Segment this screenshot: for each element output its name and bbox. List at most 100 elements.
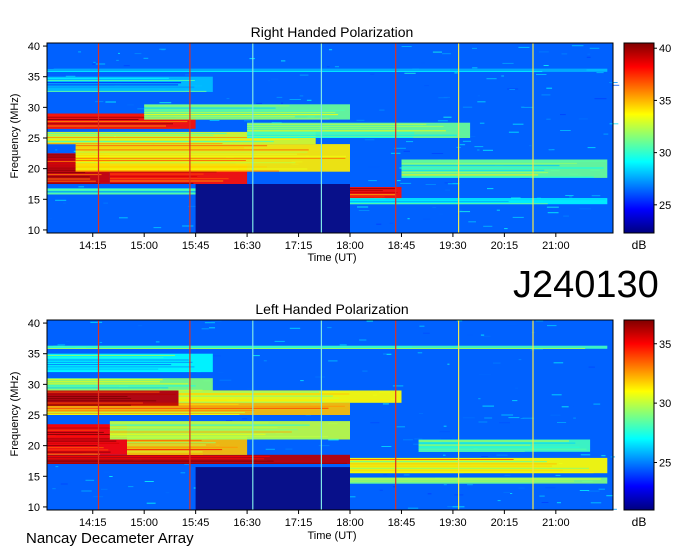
noise-speckle — [587, 147, 596, 149]
noise-speckle — [438, 97, 448, 99]
band-striation — [350, 478, 601, 480]
noise-speckle — [315, 376, 326, 378]
noise-speckle — [204, 322, 215, 324]
emission-band — [47, 76, 213, 92]
band-striation — [75, 149, 309, 151]
noise-speckle — [581, 505, 592, 507]
band-striation — [401, 167, 604, 169]
noise-speckle — [418, 413, 424, 414]
noise-speckle — [413, 443, 422, 445]
noise-speckle — [400, 182, 412, 184]
x-tick-label: 15:00 — [130, 240, 158, 252]
noise-speckle — [512, 216, 524, 218]
band-striation — [109, 431, 292, 433]
band-striation — [47, 354, 176, 356]
emission-band — [401, 159, 608, 178]
noise-speckle — [547, 212, 559, 214]
band-striation — [109, 426, 278, 428]
band-striation — [401, 169, 545, 171]
x-tick-label: 20:15 — [491, 240, 519, 252]
band-striation — [47, 346, 413, 348]
noise-speckle — [417, 352, 423, 354]
emission-band — [109, 421, 351, 440]
noise-speckle — [55, 466, 59, 468]
noise-speckle — [512, 400, 518, 402]
band-striation — [247, 134, 457, 136]
band-striation — [47, 182, 101, 184]
noise-speckle — [289, 99, 301, 100]
y-tick-label: 25 — [28, 410, 40, 422]
band-striation — [47, 167, 98, 169]
noise-speckle — [456, 213, 460, 215]
x-tick-label: 14:15 — [79, 240, 107, 252]
noise-speckle — [404, 72, 416, 74]
band-striation — [47, 114, 158, 116]
band-striation — [247, 132, 415, 134]
noise-speckle — [134, 53, 142, 55]
band-striation — [178, 395, 333, 397]
x-tick-label: 20:15 — [491, 517, 519, 529]
noise-speckle — [373, 417, 384, 418]
noise-speckle — [370, 422, 380, 424]
spectrogram-area — [47, 320, 617, 510]
noise-speckle — [588, 366, 595, 368]
colorbar-tick-label: 40 — [659, 43, 671, 55]
band-striation — [47, 387, 169, 389]
x-tick-label: 15:45 — [182, 240, 210, 252]
noise-speckle — [560, 130, 571, 131]
band-striation — [47, 368, 159, 370]
colorbar-tick-label: 35 — [659, 95, 671, 107]
noise-speckle — [484, 417, 493, 419]
x-tick-label: 16:30 — [233, 517, 261, 529]
band-striation — [47, 370, 196, 372]
noise-speckle — [541, 502, 549, 503]
noise-speckle — [276, 96, 283, 98]
band-striation — [127, 453, 204, 455]
band-striation — [109, 422, 269, 424]
noise-speckle — [78, 51, 82, 53]
colorbar-tick-label: 30 — [659, 398, 671, 410]
noise-speckle — [362, 370, 368, 372]
noise-speckle — [546, 118, 551, 120]
noise-speckle — [357, 206, 369, 208]
x-tick-label: 21:00 — [542, 240, 570, 252]
noise-speckle — [571, 45, 584, 47]
noise-speckle — [180, 472, 186, 474]
colorbar-unit-label: dB — [632, 238, 647, 252]
band-striation — [350, 190, 383, 192]
right-polarization-panel: Right Handed Polarization Frequency (MHz… — [9, 24, 671, 264]
noise-speckle — [565, 195, 574, 196]
band-striation — [47, 431, 104, 433]
noise-speckle — [598, 488, 605, 490]
noise-speckle — [244, 120, 251, 122]
band-striation — [47, 438, 116, 440]
noise-speckle — [502, 62, 514, 64]
y-tick-label: 35 — [28, 72, 40, 84]
noise-speckle — [137, 108, 147, 110]
emission-band — [144, 104, 350, 120]
band-striation — [350, 461, 547, 463]
blanked-region — [195, 467, 350, 510]
x-tick-label: 15:45 — [182, 517, 210, 529]
noise-speckle — [479, 122, 485, 124]
noise-speckle — [57, 344, 66, 346]
noise-speckle — [393, 486, 397, 488]
noise-speckle — [481, 456, 489, 457]
noise-speckle — [225, 420, 233, 422]
noise-speckle — [397, 180, 401, 182]
noise-speckle — [613, 508, 617, 510]
band-striation — [127, 439, 202, 441]
noise-speckle — [541, 94, 551, 96]
noise-speckle — [447, 183, 460, 185]
y-tick-label: 40 — [28, 318, 40, 330]
band-striation — [47, 451, 111, 453]
noise-speckle — [263, 360, 267, 362]
chart-title: Left Handed Polarization — [255, 301, 408, 317]
noise-speckle — [479, 374, 492, 375]
colorbar-tick-label: 35 — [659, 339, 671, 351]
noise-speckle — [579, 208, 592, 210]
noise-speckle — [478, 421, 488, 423]
noise-speckle — [573, 406, 582, 408]
noise-speckle — [478, 398, 481, 400]
noise-speckle — [305, 414, 312, 416]
